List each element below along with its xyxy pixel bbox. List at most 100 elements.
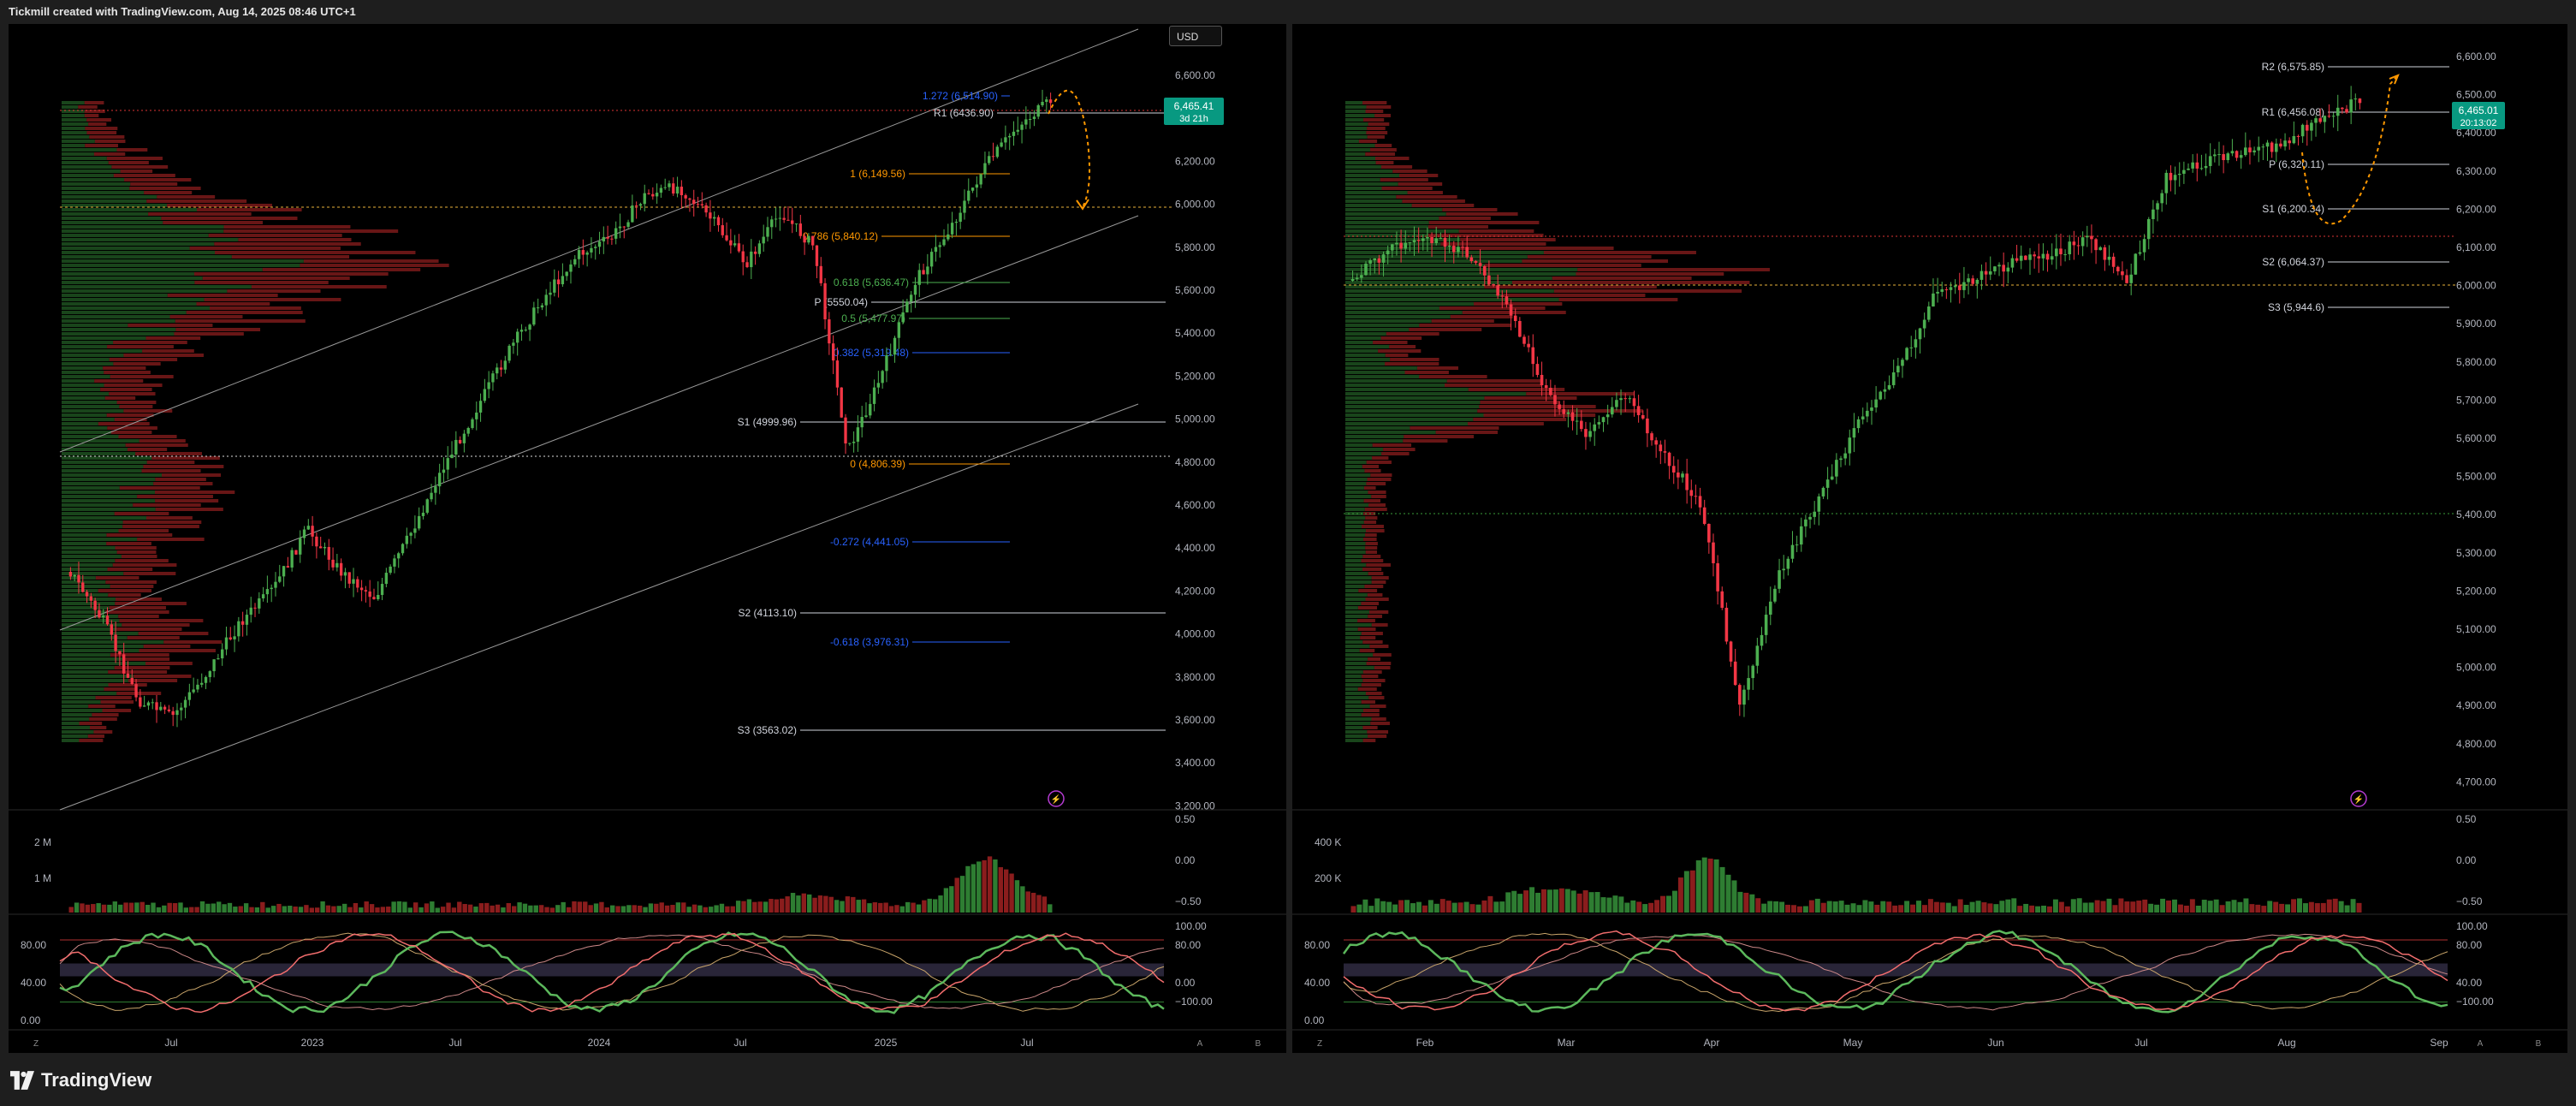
price-axis-label: 5,000.00 — [2456, 662, 2496, 674]
volume-profile-down — [1367, 478, 1392, 481]
candle-body — [2314, 118, 2318, 123]
candle-body — [229, 637, 232, 639]
candle-body — [1896, 366, 1900, 372]
corner-button[interactable]: A — [1197, 1039, 1203, 1049]
corner-button[interactable]: B — [2536, 1039, 2542, 1049]
candle-body — [647, 193, 650, 194]
volume-profile-up — [62, 191, 145, 194]
volume-profile-up — [1345, 555, 1363, 558]
volume-profile-down — [202, 276, 350, 280]
volume-profile-up — [62, 700, 101, 704]
candle-body — [175, 710, 179, 716]
volume-profile-down — [1385, 362, 1439, 366]
right-chart-canvas[interactable]: 6,600.006,500.006,400.006,300.006,200.00… — [1292, 24, 2567, 1053]
volume-profile-up — [62, 306, 210, 310]
volume-profile-down — [1398, 174, 1439, 177]
candle-body — [585, 252, 589, 255]
volume-bar — [883, 902, 888, 913]
candle-body — [745, 262, 749, 268]
volume-profile-up — [1345, 161, 1376, 164]
volume-profile-up — [1345, 302, 1475, 306]
volume-profile-up — [62, 482, 154, 485]
volume-profile-down — [137, 495, 213, 498]
volume-profile-down — [145, 336, 201, 340]
price-badge — [2452, 102, 2505, 129]
volume-bar — [916, 904, 922, 913]
left-chart-canvas[interactable]: 6,600.006,400.006,200.006,000.005,800.00… — [9, 24, 1286, 1053]
price-axis-label: 5,300.00 — [2456, 547, 2496, 559]
volume-profile-down — [1522, 259, 1669, 263]
candle-body — [597, 241, 602, 247]
volume-profile-up — [62, 615, 119, 618]
candle-body — [1953, 285, 1957, 288]
candle-body — [1914, 339, 1918, 348]
volume-profile-up — [62, 645, 144, 648]
volume-profile-down — [1368, 503, 1386, 507]
stoch-k-line — [1342, 930, 2448, 1014]
candle-body — [1580, 420, 1583, 430]
volume-profile-up — [1345, 396, 1485, 400]
volume-profile-up — [62, 392, 110, 395]
volume-bar — [1517, 894, 1523, 913]
candle-body — [610, 238, 614, 240]
candle-body — [483, 389, 487, 401]
volume-bar — [1523, 890, 1529, 913]
volume-profile-up — [62, 503, 134, 507]
candle-body — [196, 684, 199, 690]
left-chart-panel[interactable]: 6,600.006,400.006,200.006,000.005,800.00… — [9, 24, 1286, 1053]
volume-profile-up — [62, 144, 86, 147]
candle-body — [237, 621, 240, 637]
candle-body — [1940, 288, 1944, 292]
volume-bar — [1808, 900, 1814, 913]
volume-profile-up — [1345, 435, 1404, 438]
volume-profile-down — [1362, 465, 1380, 468]
volume-bar — [331, 906, 336, 913]
volume-profile-up — [62, 465, 144, 468]
volume-bar — [709, 907, 714, 913]
candle-body — [409, 532, 413, 536]
volume-profile-up — [62, 422, 98, 425]
volume-profile-down — [102, 709, 132, 712]
volume-profile-down — [1366, 662, 1392, 665]
volume-profile-up — [1345, 127, 1368, 130]
corner-button[interactable]: A — [2478, 1039, 2484, 1049]
corner-button-z[interactable]: Z — [1317, 1039, 1322, 1049]
corner-button[interactable]: B — [1255, 1039, 1261, 1049]
corner-button-z[interactable]: Z — [33, 1039, 39, 1049]
candle-body — [2125, 275, 2128, 283]
volume-bar — [1362, 899, 1368, 913]
right-chart-panel[interactable]: 6,600.00 6,500.00 6,400.00 6,300.00 6,200.00… — [1292, 24, 2567, 1053]
volume-bar — [801, 893, 806, 913]
candle-body — [1883, 389, 1887, 392]
volume-bar — [189, 907, 194, 913]
stoch-axis-left-label: 40.00 — [1304, 977, 1330, 989]
volume-profile-up — [62, 580, 106, 584]
volume-profile-up — [62, 585, 110, 588]
volume-profile-up — [1345, 422, 1469, 425]
volume-profile-up — [62, 336, 146, 340]
volume-bar — [402, 901, 407, 913]
stoch-k-line — [59, 931, 1165, 1014]
currency-button[interactable]: USD — [1169, 26, 1222, 46]
volume-bar — [1892, 905, 1898, 913]
candle-body — [663, 187, 667, 188]
volume-profile-down — [175, 319, 306, 323]
time-axis-label: 2025 — [875, 1037, 898, 1049]
volume-bar — [840, 901, 845, 913]
volume-profile-down — [139, 649, 216, 652]
candle-body — [1681, 473, 1684, 478]
volume-profile-up — [62, 118, 87, 122]
volume-bar — [522, 903, 528, 913]
tradingview-logo[interactable]: TradingView — [10, 1067, 151, 1093]
candle-body — [496, 367, 499, 374]
volume-bar — [2344, 905, 2350, 913]
volume-bar — [2172, 899, 2177, 913]
candle-body — [2217, 154, 2221, 156]
candle-body — [1597, 422, 1601, 425]
volume-bar — [2302, 903, 2308, 913]
candle-body — [757, 243, 762, 254]
volume-profile-down — [1368, 734, 1387, 738]
volume-profile-down — [153, 482, 213, 485]
volume-profile-down — [1364, 585, 1384, 588]
candle-body — [1733, 661, 1737, 686]
